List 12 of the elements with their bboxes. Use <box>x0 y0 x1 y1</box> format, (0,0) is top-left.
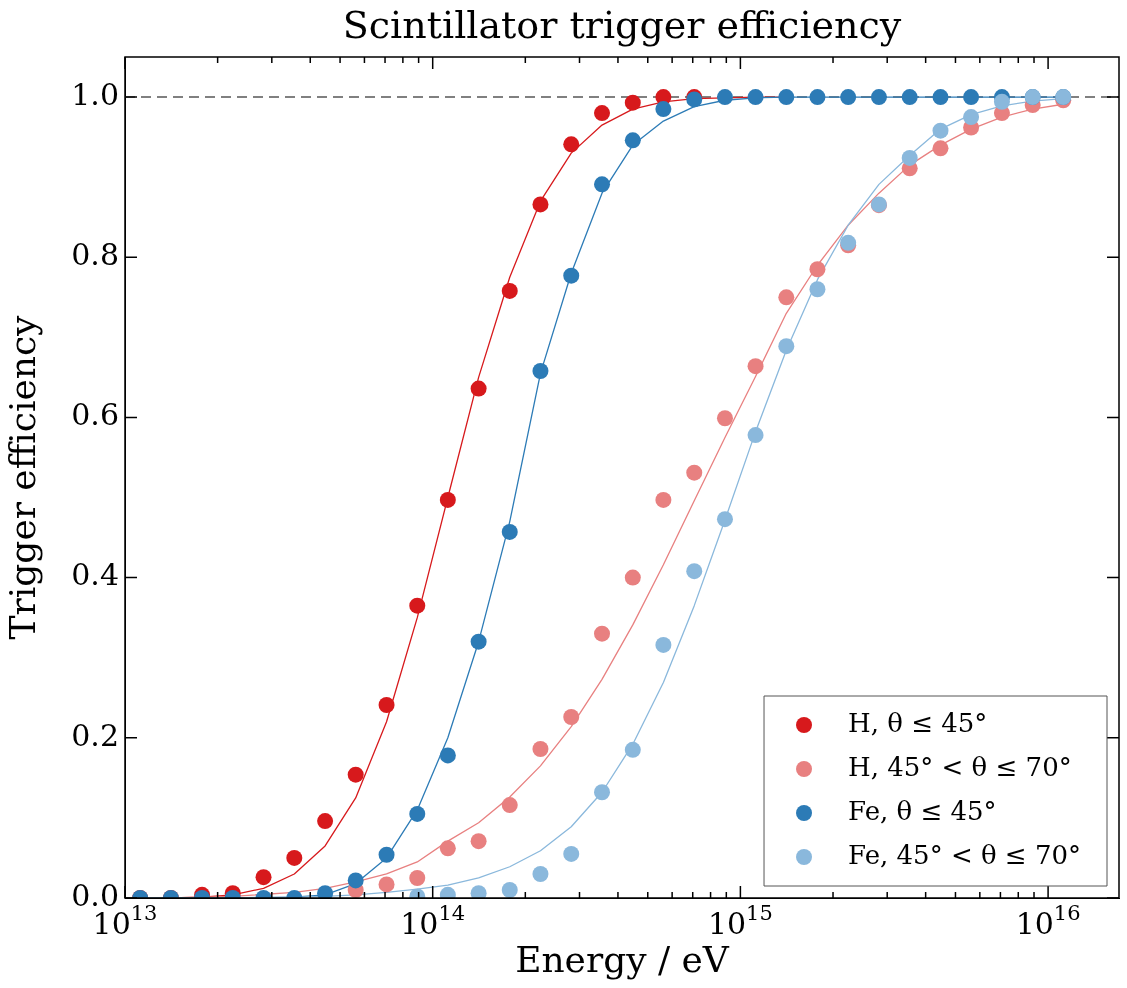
chart-title: Scintillator trigger efficiency <box>342 2 902 47</box>
legend-label: Fe, θ ≤ 45° <box>848 795 997 826</box>
y-tick-label: 0.6 <box>71 397 119 433</box>
x-axis-title: Energy / eV <box>515 938 730 980</box>
y-tick-label: 0.8 <box>71 237 119 273</box>
y-tick-label: 0.4 <box>71 557 119 593</box>
legend-label: H, 45° < θ ≤ 70° <box>848 751 1072 782</box>
legend-label: Fe, 45° < θ ≤ 70° <box>848 839 1081 870</box>
y-axis-title: Trigger efficiency <box>1 314 43 640</box>
y-tick-label: 0.2 <box>71 717 119 753</box>
y-tick-label: 1.0 <box>71 76 119 112</box>
legend-label: H, θ ≤ 45° <box>848 707 988 738</box>
